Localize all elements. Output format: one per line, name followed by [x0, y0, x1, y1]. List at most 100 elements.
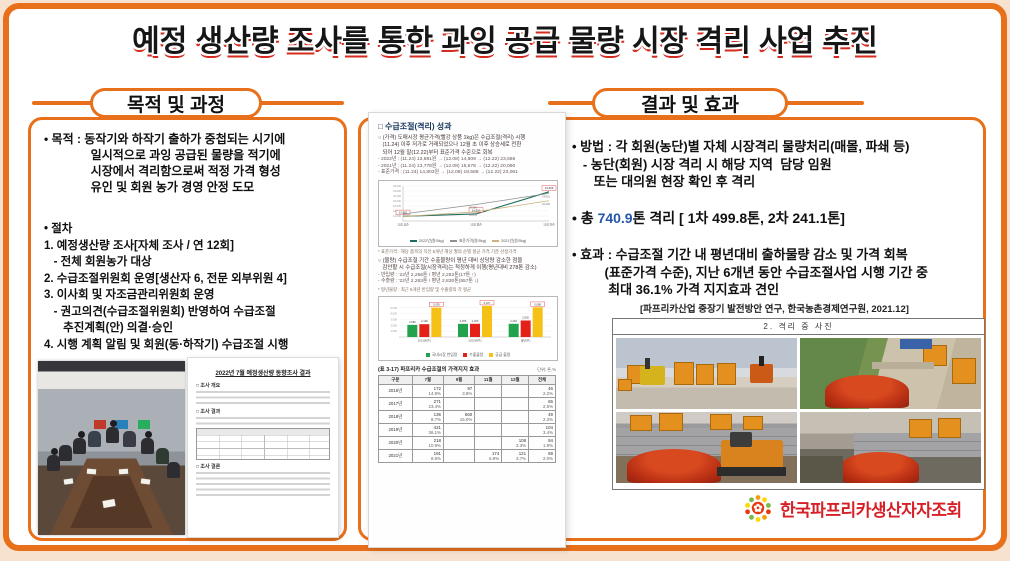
svg-text:20,090: 20,090	[542, 202, 550, 206]
table-row: 2017년 271 23.4% 65 2.5%	[378, 397, 556, 411]
method-text: • 방법 : 각 회원(농단)별 자체 시장격리 물량처리(매몰, 파쇄 등) …	[572, 138, 984, 191]
total-prefix: • 총	[572, 210, 598, 226]
text-line: 최대 36.1% 가격 지지효과 견인	[572, 282, 780, 297]
isolation-photo-grid: 2. 격리 중 사진	[612, 318, 985, 490]
table-cell: 174 6.9%	[474, 449, 503, 463]
svg-text:24,000: 24,000	[393, 189, 401, 193]
table-cell: 49 2.3%	[528, 410, 556, 424]
volume-bar-chart: 1,000 2,000 3,000 4,000 5,000 2021년(톤) 2,080 2,…	[378, 296, 558, 361]
person	[155, 448, 169, 464]
text-line: ○ (가격) 도매시장 평균가격(빨강 상품 1kg)은 수급조절(격리) 시행	[378, 135, 526, 141]
crate-stack	[710, 414, 733, 431]
legend-entry: 2021년(원/5kg)	[492, 239, 526, 244]
table-cell	[474, 384, 503, 398]
price-support-effect-table: 구분 7월 9월 11월 12월 전체 2016년 172 14.9% 97 3.8% 46 2.2% 2…	[378, 375, 556, 463]
text-line: • 효과 : 수급조절 기간 내 평년대비 출하물량 감소 및 가격 회복	[572, 247, 908, 262]
photo-dusk-wall	[800, 412, 981, 483]
legend-swatch	[463, 353, 468, 357]
svg-text:2,000: 2,000	[391, 323, 398, 327]
text-line: 3. 이사회 및 자조금관리위원회 운영	[44, 289, 215, 301]
table-cell: 121 3.7%	[501, 449, 530, 463]
orange-forklift	[749, 363, 774, 384]
svg-text:2022년(톤): 2022년(톤)	[468, 339, 481, 343]
text-line: 추진계획(안) 의결·승인	[44, 322, 174, 334]
legend-entry: 수출물량	[463, 353, 483, 358]
survey-text-lines	[196, 472, 330, 496]
crate	[617, 379, 633, 392]
table-header-cell: 12월	[501, 375, 530, 385]
table-header-cell: 구분	[378, 375, 413, 385]
svg-text:14,000: 14,000	[393, 214, 401, 218]
table-cell	[474, 423, 503, 437]
person	[46, 454, 60, 471]
price-line-chart-svg: 14,00016,00018,00020,00022,00024,00026,0…	[393, 184, 557, 227]
table-cell	[474, 436, 503, 450]
row-label: 2016년	[378, 384, 413, 398]
svg-text:2,080: 2,080	[409, 320, 416, 324]
right-section-header-label: 결과 및 효과	[641, 94, 739, 116]
text-line: • 절차	[44, 223, 73, 235]
person	[167, 461, 181, 478]
svg-text:1,000: 1,000	[391, 329, 398, 333]
text-line: • 방법 : 각 회원(농단)별 자체 시장격리 물량처리(매몰, 파쇄 등)	[572, 139, 910, 154]
crate-stack	[742, 415, 763, 431]
paper	[64, 478, 74, 485]
flower-logo-icon	[745, 495, 771, 522]
text-line: 2. 수급조절위원회 운영[생산자 6, 전문 외부위원 4]	[44, 272, 287, 285]
text-line: (11.24) 이후 저가로 거래되었으나 12월 초 이후 상승세로 전환	[378, 142, 522, 149]
table-cell: 421 36.1%	[411, 423, 444, 437]
table-cell: 172 14.9%	[411, 384, 444, 398]
total-suffix: 톤 격리 [ 1차 499.8톤, 2차 241.1톤]	[632, 210, 845, 226]
text-line: - 2022년 : (11.24) 13,881원 → (12.08) 14,8…	[378, 157, 516, 163]
effect-table-title: (표 3-17) 파프리카 수급조절의 가격지지 효과	[378, 367, 480, 373]
effect-source-citation: [파프리카산업 중장기 발전방안 연구, 한국농촌경제연구원, 2021.12]	[640, 304, 909, 315]
table-cell	[501, 397, 530, 411]
table-cell: 108 3.3%	[501, 436, 530, 450]
legend-swatch	[492, 240, 500, 242]
price-paragraph: ○ (가격) 도매시장 평균가격(빨강 상품 1kg)은 수급조절(격리) 시행…	[378, 135, 556, 157]
svg-text:12월 하순: 12월 하순	[543, 223, 555, 227]
table-cell: 191 8.5%	[411, 449, 444, 463]
svg-text:5,039: 5,039	[433, 303, 440, 307]
legend-entry: 표준가격(원/5kg)	[449, 239, 486, 244]
svg-text:5,000: 5,000	[391, 306, 398, 310]
crate-stack	[695, 363, 714, 386]
crate-stack	[908, 419, 933, 439]
table-cell: 69 2.0%	[528, 449, 556, 463]
table-cell: 104 3.4%	[528, 423, 556, 437]
person	[87, 430, 101, 447]
svg-text:2,256: 2,256	[460, 319, 467, 323]
text-line: 4. 시행 계획 알림 및 회원(동·하작기) 수급조절 시행	[44, 338, 289, 351]
total-isolated-line: • 총 740.9톤 격리 [ 1차 499.8톤, 2차 241.1톤]	[572, 208, 984, 228]
legend-swatch	[425, 353, 430, 357]
legend-swatch	[489, 353, 494, 357]
association-name: 한국파프리카생산자자조회	[780, 500, 962, 520]
report-title: □ 수급조절(격리) 성과	[378, 122, 452, 131]
text-line: - 농단(회원) 시장 격리 시 해당 지역 담당 임원	[572, 156, 832, 172]
text-line: - 표준가격 : (11.24) 14,803원 → (12.08) 18,58…	[378, 170, 518, 176]
crate-stack	[630, 414, 653, 432]
row-label: 2018년	[378, 410, 413, 424]
paprika-pile	[839, 451, 920, 483]
row-label: 2021년	[378, 449, 413, 463]
text-line: 시장에서 격리함으로써 적정 가격 형성	[44, 164, 281, 178]
purpose-text: • 목적 : 동작기와 하작기 출하가 중첩되는 시기에 일시적으로 과잉 공급…	[44, 131, 340, 195]
table-cell: 271 23.4%	[411, 397, 444, 411]
legend-entry: 국내시장 반입량	[425, 353, 457, 358]
photo-grid-body	[613, 335, 984, 486]
svg-text:평년(톤): 평년(톤)	[521, 339, 531, 343]
paprika-pile	[626, 448, 721, 483]
crate-stack	[673, 362, 694, 386]
survey-mini-table	[196, 428, 330, 460]
text-line: ○ (물량) 수급조절 기간 수출물량이 평년 대비 상당량 감소한 점을	[378, 258, 523, 264]
row-label: 2019년	[378, 423, 413, 437]
total-highlight-value: 740.9	[597, 210, 633, 226]
svg-text:15,678: 15,678	[469, 213, 477, 217]
text-line: 유인 및 회원 농가 경영 안정 도모	[44, 180, 255, 194]
photo-forklifts-crates	[616, 338, 797, 409]
svg-text:18,588: 18,588	[469, 206, 477, 210]
svg-text:4,000: 4,000	[391, 312, 398, 316]
crate-stack	[952, 357, 976, 384]
